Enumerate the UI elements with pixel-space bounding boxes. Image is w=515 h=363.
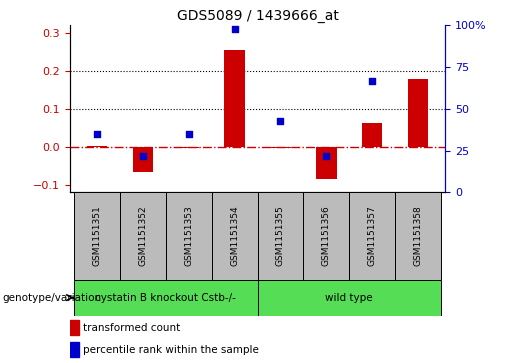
Text: transformed count: transformed count (83, 323, 180, 333)
Bar (132, 147, 153, 172)
Bar (212, 192, 258, 280)
Bar (270, 147, 291, 148)
Bar (303, 192, 349, 280)
Text: wild type: wild type (325, 293, 373, 303)
Text: GSM1151353: GSM1151353 (184, 205, 193, 266)
Bar (70, 320, 79, 335)
Point (414, 14, 422, 20)
Bar (178, 147, 199, 148)
Bar (258, 280, 441, 316)
Text: GSM1151357: GSM1151357 (368, 205, 376, 266)
Bar (258, 192, 303, 280)
Point (184, 131, 193, 137)
Bar (395, 192, 441, 280)
Bar (408, 79, 428, 147)
Point (230, 26, 238, 32)
Point (322, 153, 331, 159)
Text: cystatin B knockout Cstb-/-: cystatin B knockout Cstb-/- (95, 293, 236, 303)
Text: GSM1151354: GSM1151354 (230, 205, 239, 266)
Text: GSM1151358: GSM1151358 (414, 205, 422, 266)
Point (277, 118, 285, 123)
Text: genotype/variation: genotype/variation (3, 293, 101, 303)
Point (93, 131, 101, 137)
Text: GSM1151351: GSM1151351 (93, 205, 101, 266)
Bar (349, 192, 395, 280)
Title: GDS5089 / 1439666_at: GDS5089 / 1439666_at (177, 9, 338, 23)
Bar (70, 342, 79, 357)
Text: percentile rank within the sample: percentile rank within the sample (83, 344, 259, 355)
Text: GSM1151352: GSM1151352 (139, 205, 147, 266)
Bar (120, 192, 166, 280)
Text: GSM1151355: GSM1151355 (276, 205, 285, 266)
Bar (316, 147, 337, 179)
Bar (74, 280, 258, 316)
Bar (224, 50, 245, 147)
Point (139, 153, 147, 159)
Bar (362, 123, 383, 147)
Bar (166, 192, 212, 280)
Text: GSM1151356: GSM1151356 (322, 205, 331, 266)
Point (368, 78, 376, 83)
Bar (74, 192, 120, 280)
